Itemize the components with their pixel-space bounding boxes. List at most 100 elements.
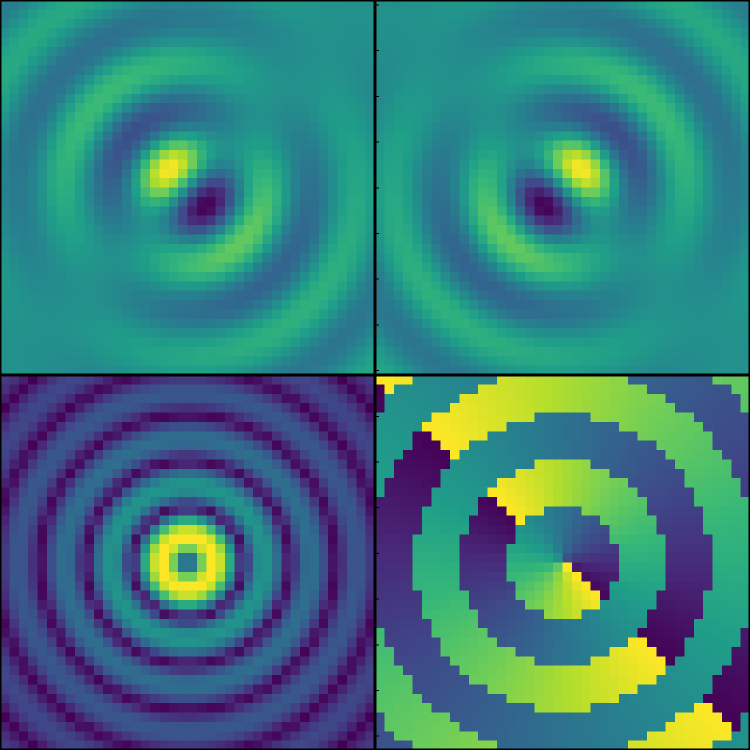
pixel: [721, 206, 732, 217]
pixel: [384, 328, 395, 338]
pixel: [103, 496, 113, 507]
pixel: [571, 328, 582, 338]
pixel: [740, 187, 750, 198]
pixel: [75, 253, 85, 263]
pixel: [346, 150, 357, 160]
pixel: [215, 515, 226, 526]
pixel: [346, 0, 357, 10]
pixel: [478, 290, 488, 301]
pixel: [37, 712, 48, 723]
pixel: [243, 421, 254, 432]
pixel: [290, 618, 301, 629]
pixel: [187, 543, 198, 554]
pixel: [431, 356, 442, 367]
pixel: [84, 421, 95, 432]
pixel: [459, 84, 470, 95]
pixel: [525, 243, 535, 254]
pixel: [534, 356, 545, 367]
pixel: [356, 496, 367, 507]
pixel: [121, 731, 132, 742]
pixel: [600, 281, 610, 292]
pixel: [328, 37, 338, 48]
pixel: [0, 618, 10, 629]
pixel: [459, 300, 470, 310]
pixel: [121, 496, 132, 507]
pixel: [262, 281, 273, 292]
pixel: [290, 9, 301, 20]
pixel: [525, 18, 535, 29]
pixel: [262, 656, 273, 667]
pixel: [553, 103, 563, 113]
pixel: [309, 487, 320, 498]
pixel: [421, 300, 432, 310]
pixel: [534, 412, 545, 423]
pixel: [112, 337, 123, 348]
pixel: [618, 46, 629, 57]
pixel: [365, 196, 376, 207]
pixel: [525, 168, 535, 179]
pixel: [693, 215, 704, 226]
pixel: [253, 56, 263, 67]
pixel: [28, 421, 38, 432]
pixel: [309, 581, 320, 592]
pixel: [609, 234, 620, 245]
pixel: [337, 656, 348, 667]
pixel: [159, 140, 170, 151]
pixel: [290, 178, 301, 188]
pixel: [56, 515, 67, 526]
pixel: [553, 290, 563, 301]
pixel: [121, 675, 132, 685]
pixel: [328, 393, 338, 404]
pixel: [365, 684, 376, 695]
pixel: [712, 356, 723, 367]
pixel: [46, 675, 57, 685]
pixel: [121, 506, 132, 517]
pixel: [431, 103, 442, 113]
pixel: [196, 112, 207, 123]
pixel: [168, 740, 179, 750]
pixel: [337, 140, 348, 151]
pixel: [271, 281, 282, 292]
pixel: [187, 384, 198, 395]
pixel: [18, 281, 29, 292]
pixel: [600, 140, 610, 151]
pixel: [553, 234, 563, 245]
pixel: [515, 215, 526, 226]
pixel: [28, 675, 38, 685]
pixel: [459, 65, 470, 76]
pixel: [375, 28, 385, 38]
pixel: [468, 271, 479, 282]
pixel: [196, 478, 207, 488]
pixel: [262, 675, 273, 685]
pixel: [356, 150, 367, 160]
pixel: [637, 131, 648, 142]
pixel: [581, 37, 592, 48]
pixel: [75, 75, 85, 85]
pixel: [225, 478, 235, 488]
pixel: [600, 365, 610, 376]
pixel: [168, 412, 179, 423]
pixel: [196, 0, 207, 10]
pixel: [731, 346, 742, 357]
pixel: [365, 309, 376, 320]
pixel: [600, 403, 610, 413]
pixel: [262, 56, 273, 67]
pixel: [712, 159, 723, 170]
pixel: [656, 187, 667, 198]
pixel: [271, 18, 282, 29]
pixel: [703, 281, 713, 292]
pixel: [525, 140, 535, 151]
pixel: [356, 9, 367, 20]
pixel: [487, 215, 498, 226]
pixel: [431, 140, 442, 151]
pixel: [346, 703, 357, 713]
pixel: [300, 712, 310, 723]
pixel: [581, 0, 592, 10]
pixel: [553, 0, 563, 10]
pixel: [18, 712, 29, 723]
pixel: [543, 9, 554, 20]
pixel: [271, 609, 282, 620]
pixel: [646, 412, 657, 423]
pixel: [506, 46, 517, 57]
pixel: [281, 75, 292, 85]
